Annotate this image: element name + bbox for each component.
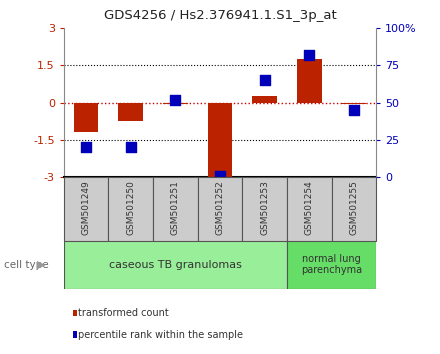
- Text: GSM501254: GSM501254: [305, 180, 314, 235]
- Bar: [108, 177, 153, 241]
- Bar: [297, 59, 322, 103]
- Bar: [287, 177, 332, 241]
- Text: GSM501249: GSM501249: [81, 180, 91, 235]
- Text: percentile rank within the sample: percentile rank within the sample: [78, 330, 243, 339]
- Bar: [208, 103, 232, 177]
- Text: GSM501251: GSM501251: [171, 180, 180, 235]
- Bar: [64, 177, 108, 241]
- Bar: [153, 177, 198, 241]
- Text: cell type: cell type: [4, 259, 49, 270]
- Point: [350, 107, 357, 113]
- Text: caseous TB granulomas: caseous TB granulomas: [109, 259, 242, 270]
- Text: transformed count: transformed count: [78, 308, 169, 318]
- Point: [127, 144, 134, 150]
- Bar: [64, 241, 287, 289]
- Text: GSM501255: GSM501255: [349, 180, 359, 235]
- Bar: [341, 103, 366, 104]
- Bar: [253, 96, 277, 103]
- Point: [306, 52, 313, 58]
- Bar: [74, 103, 99, 132]
- Bar: [73, 331, 77, 338]
- Bar: [198, 177, 242, 241]
- Text: normal lung
parenchyma: normal lung parenchyma: [301, 254, 362, 275]
- Text: GSM501252: GSM501252: [216, 180, 224, 235]
- Text: GSM501250: GSM501250: [126, 180, 135, 235]
- Text: GDS4256 / Hs2.376941.1.S1_3p_at: GDS4256 / Hs2.376941.1.S1_3p_at: [104, 9, 336, 22]
- Bar: [242, 177, 287, 241]
- Bar: [73, 310, 77, 316]
- Bar: [118, 103, 143, 121]
- Text: GSM501253: GSM501253: [260, 180, 269, 235]
- Bar: [332, 177, 376, 241]
- Point: [261, 78, 268, 83]
- Bar: [287, 241, 376, 289]
- Point: [216, 173, 224, 178]
- Point: [83, 144, 90, 150]
- Text: ▶: ▶: [37, 259, 46, 270]
- Point: [172, 97, 179, 103]
- Bar: [163, 103, 187, 104]
